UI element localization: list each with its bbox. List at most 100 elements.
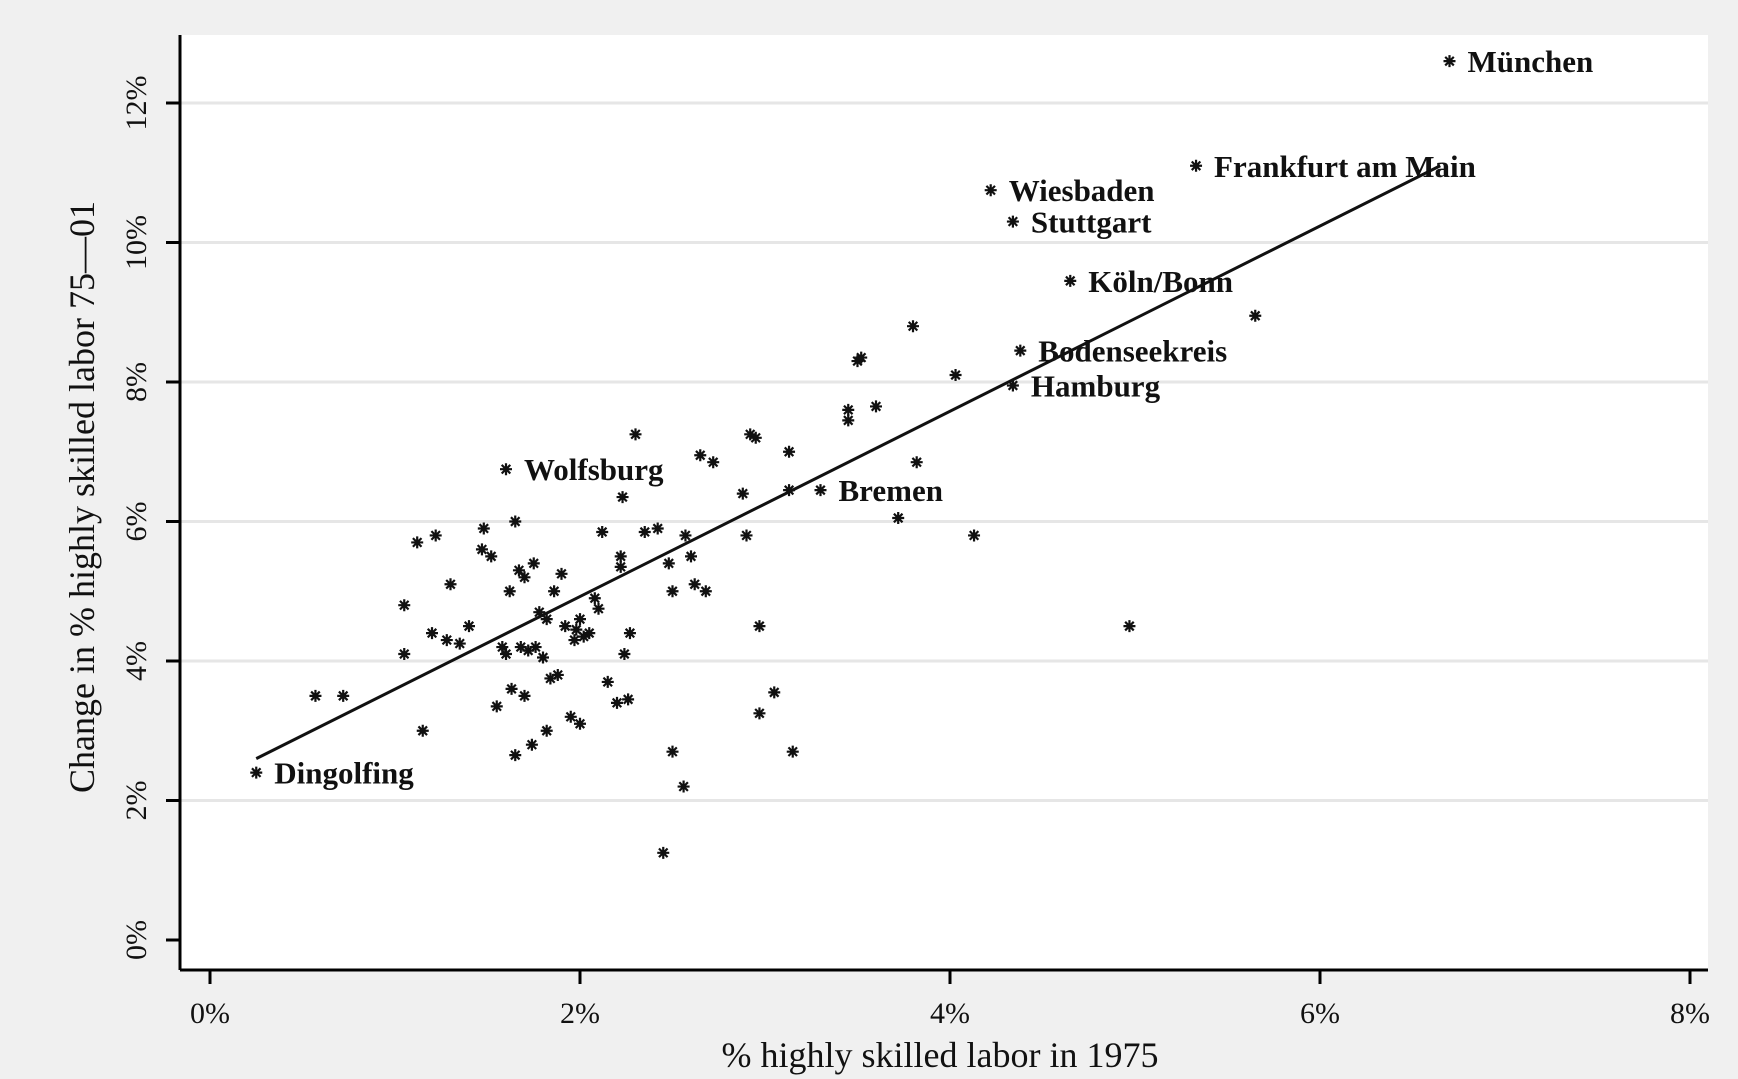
- data-point: [740, 529, 753, 542]
- data-point: [309, 689, 322, 702]
- data-point: [786, 745, 799, 758]
- data-point: [910, 456, 923, 469]
- x-tick-label: 0%: [190, 997, 230, 1030]
- point-label: Köln/Bonn: [1088, 264, 1233, 299]
- data-point: [614, 560, 627, 573]
- data-point: [537, 651, 549, 664]
- data-point: [564, 710, 577, 723]
- data-point: [527, 557, 540, 570]
- data-point: [768, 686, 781, 699]
- data-point: [753, 620, 766, 633]
- data-point: [509, 749, 522, 762]
- data-point: [618, 648, 631, 661]
- labeled-data-point: [1443, 55, 1456, 68]
- data-point: [892, 512, 905, 525]
- y-axis-title: Change in % highly skilled labor 75—01: [62, 201, 102, 793]
- trend-line: [255, 164, 1441, 760]
- labeled-data-point: [500, 463, 512, 476]
- labeled-data-point: [1190, 159, 1203, 172]
- point-label: Stuttgart: [1031, 205, 1152, 240]
- point-label: Bremen: [839, 473, 943, 508]
- data-point: [583, 627, 596, 640]
- plot-area: [180, 35, 1708, 970]
- y-tick-label: 2%: [120, 781, 153, 821]
- point-label: Wolfsburg: [524, 452, 664, 487]
- data-point: [529, 641, 542, 654]
- data-point: [559, 620, 572, 633]
- data-point: [736, 487, 749, 500]
- x-tick-label: 8%: [1670, 997, 1710, 1030]
- point-labels: München Frankfurt am Main WiesbadenStuttga…: [274, 44, 1593, 790]
- data-point: [525, 738, 538, 751]
- data-point: [429, 529, 442, 542]
- data-point: [540, 613, 553, 626]
- labeled-data-point: [250, 766, 263, 779]
- data-point: [685, 550, 697, 563]
- labeled-data-point: [1006, 215, 1019, 228]
- point-label: München: [1468, 44, 1594, 79]
- axis-ticks: 0% 2% 4% 6% 8% 10% 12% 0% 2% 4% 6% 8%: [120, 76, 1710, 1031]
- x-tick-label: 2%: [560, 997, 600, 1030]
- data-point: [505, 682, 518, 695]
- data-point: [533, 606, 546, 619]
- data-point: [551, 668, 564, 681]
- data-point: [574, 717, 586, 730]
- data-point: [677, 780, 690, 793]
- data-point: [503, 585, 516, 598]
- data-point: [509, 515, 522, 528]
- data-point: [611, 696, 623, 709]
- data-point: [512, 564, 525, 577]
- data-point: [662, 557, 675, 570]
- data-point: [398, 648, 411, 661]
- data-point: [337, 689, 350, 702]
- labeled-data-point: [814, 484, 827, 497]
- data-point: [679, 529, 692, 542]
- labeled-data-point: [1006, 379, 1019, 392]
- data-point: [949, 369, 962, 382]
- data-point: [842, 403, 855, 416]
- data-point: [907, 320, 919, 333]
- data-point: [544, 672, 557, 685]
- point-label: Wiesbaden: [1009, 173, 1155, 208]
- data-point: [622, 693, 635, 706]
- data-point: [522, 644, 535, 657]
- data-point: [855, 351, 868, 364]
- data-point: [968, 529, 981, 542]
- data-point: [514, 641, 527, 654]
- labeled-data-point: [984, 184, 997, 197]
- data-point: [753, 707, 766, 720]
- x-tick-label: 4%: [930, 997, 970, 1030]
- data-point: [688, 578, 701, 591]
- data-point: [694, 449, 707, 462]
- x-axis-title: % highly skilled labor in 1975: [722, 1035, 1159, 1075]
- data-point: [629, 428, 642, 441]
- y-tick-label: 4%: [120, 641, 153, 681]
- data-point: [475, 543, 488, 556]
- data-point: [577, 630, 590, 643]
- data-point: [596, 525, 609, 538]
- data-point: [574, 613, 586, 626]
- data-point: [540, 724, 553, 737]
- data-point: [477, 522, 490, 535]
- data-point: [440, 634, 453, 647]
- grid-lines: [180, 101, 1708, 802]
- data-point: [842, 414, 855, 427]
- data-point: [568, 634, 581, 647]
- data-point: [485, 550, 498, 563]
- data-point: [657, 846, 670, 859]
- data-point: [463, 620, 475, 633]
- data-point: [500, 648, 512, 661]
- data-point: [616, 491, 629, 504]
- data-point: [699, 585, 712, 598]
- data-point: [555, 567, 568, 580]
- y-tick-label: 6%: [120, 502, 153, 542]
- data-point: [518, 571, 531, 584]
- data-point: [444, 578, 457, 591]
- y-tick-label: 8%: [120, 362, 153, 402]
- point-label: Bodenseekreis: [1038, 334, 1227, 369]
- data-point: [614, 550, 627, 563]
- data-point: [398, 599, 411, 612]
- data-point: [548, 585, 561, 598]
- y-tick-label: 12%: [120, 76, 153, 131]
- data-point: [638, 525, 651, 538]
